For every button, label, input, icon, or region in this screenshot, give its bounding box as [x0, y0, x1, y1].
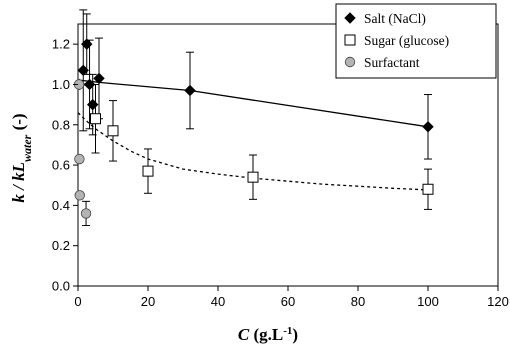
- x-tick-label: 80: [351, 294, 365, 309]
- square-point: [247, 171, 259, 183]
- square-point: [142, 165, 154, 177]
- diamond-point: [422, 121, 434, 133]
- y-tick-label: 0.0: [52, 279, 70, 294]
- y-tick-label: 1.2: [52, 37, 70, 52]
- x-tick-label: 20: [141, 294, 155, 309]
- square-point: [107, 125, 119, 137]
- square-point: [422, 183, 434, 195]
- y-tick-label: 1.0: [52, 77, 70, 92]
- legend-entry: Surfactant: [364, 55, 420, 70]
- circle-point: [74, 190, 85, 201]
- legend-entry: Salt (NaCl): [364, 11, 426, 26]
- x-tick-label: 60: [281, 294, 295, 309]
- y-axis-title: k / kLwater (-): [9, 113, 34, 202]
- y-tick-label: 0.2: [52, 238, 70, 253]
- square-trend-line: [77, 112, 429, 191]
- y-tick-label: 0.4: [52, 198, 70, 213]
- data-markers: [73, 38, 434, 219]
- circle-point: [74, 153, 85, 165]
- square-point: [90, 113, 101, 125]
- y-tick-label: 0.6: [52, 158, 70, 173]
- y-tick-label: 0.8: [52, 117, 70, 132]
- diamond-point: [86, 98, 99, 111]
- legend-entry: Sugar (glucose): [364, 33, 449, 48]
- legend-marker-diamond: [344, 12, 356, 24]
- diamond-point: [184, 84, 196, 97]
- diamond-point: [93, 72, 105, 85]
- x-tick-label: 120: [487, 294, 509, 309]
- legend-marker-square: [344, 34, 356, 46]
- circle-point: [80, 208, 92, 219]
- x-tick-label: 0: [74, 294, 81, 309]
- x-tick-label: 100: [417, 294, 439, 309]
- legend-marker-circle: [344, 56, 356, 68]
- axis-ticks: 0 20 40 60 80 100 120 0.0 0.2 0.4 0.6 0.8 1.0 1.2: [52, 37, 509, 309]
- diamond-point: [81, 38, 93, 50]
- diamond-point: [77, 64, 89, 77]
- legend-box: [335, 3, 497, 79]
- x-axis-title: C (g.L-1): [238, 325, 298, 344]
- diamond-trend-line: [81, 79, 429, 128]
- diamond-point: [83, 78, 96, 91]
- x-tick-label: 40: [211, 294, 225, 309]
- legend: Salt (NaCl) Sugar (glucose) Surfactant: [335, 3, 497, 79]
